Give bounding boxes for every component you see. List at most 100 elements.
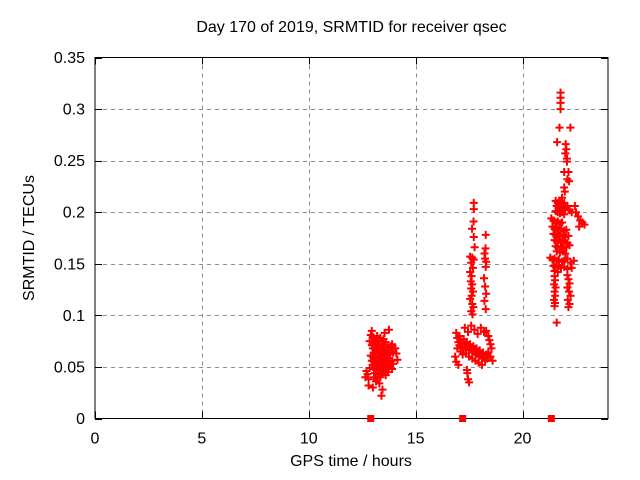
data-point-plus — [481, 305, 490, 314]
data-point-plus — [367, 326, 376, 335]
data-point-plus — [385, 350, 394, 359]
data-point-plus — [377, 369, 386, 378]
data-point-plus — [466, 294, 475, 303]
data-point-plus — [381, 371, 390, 380]
data-point-plus — [556, 105, 565, 114]
data-point-plus — [384, 346, 393, 355]
data-point-plus — [551, 291, 560, 300]
data-point-plus — [565, 279, 574, 288]
y-tick-label: 0.1 — [63, 308, 85, 325]
data-point-plus — [564, 303, 573, 312]
data-point-plus — [481, 262, 490, 271]
data-point-plus — [562, 225, 571, 234]
data-point-plus — [564, 167, 573, 176]
data-point-plus — [553, 268, 562, 277]
data-point-plus — [564, 275, 573, 284]
data-point-plus — [451, 352, 460, 361]
data-point-plus — [486, 352, 495, 361]
data-point-plus — [550, 302, 559, 311]
data-point-plus — [487, 344, 496, 353]
x-tick-label: 20 — [514, 431, 532, 448]
y-tick-label: 0.05 — [54, 359, 85, 376]
data-point-plus — [393, 355, 402, 364]
data-point-plus — [485, 336, 494, 345]
data-point-plus — [481, 244, 490, 253]
data-point-plus — [454, 360, 463, 369]
data-point-plus — [562, 145, 571, 154]
data-point-plus — [468, 263, 477, 272]
data-point-plus — [468, 287, 477, 296]
data-point-plus — [476, 323, 485, 332]
data-point-plus — [481, 230, 490, 239]
y-tick-label: 0.15 — [54, 256, 85, 273]
plot-border — [94, 57, 609, 419]
data-point-plus — [571, 208, 580, 217]
data-point-plus — [391, 344, 400, 353]
data-point-plus — [378, 385, 387, 394]
data-point-plus — [565, 287, 574, 296]
x-tick-label: 0 — [91, 431, 100, 448]
data-point-plus — [486, 340, 495, 349]
data-point-plus — [379, 341, 388, 350]
data-point-plus — [560, 187, 569, 196]
data-point-plus — [488, 356, 497, 365]
data-point-plus — [564, 231, 573, 240]
data-point-plus — [563, 283, 572, 292]
data-point-plus — [558, 218, 567, 227]
event-marker-square — [547, 415, 555, 422]
event-marker-square — [367, 415, 375, 422]
data-point-plus — [388, 364, 397, 373]
data-point-plus — [561, 249, 570, 258]
data-point-plus — [566, 123, 575, 132]
y-tick-label: 0.3 — [63, 102, 85, 119]
y-tick-label: 0.25 — [54, 153, 85, 170]
chart-title: Day 170 of 2019, SRMTID for receiver qse… — [196, 19, 507, 36]
data-point-plus — [465, 378, 474, 387]
data-point-plus — [467, 321, 476, 330]
x-tick-label: 10 — [300, 431, 318, 448]
data-point-plus — [470, 325, 479, 334]
data-point-plus — [468, 310, 477, 319]
data-point-plus — [570, 202, 579, 211]
data-point-plus — [563, 295, 572, 304]
data-point-plus — [575, 222, 584, 231]
data-point-plus — [565, 177, 574, 186]
event-marker-square — [459, 415, 467, 422]
data-point-plus — [566, 291, 575, 300]
data-point-plus — [484, 348, 493, 357]
y-tick-label: 0.35 — [54, 50, 85, 67]
data-point-plus — [560, 210, 569, 219]
x-tick-label: 5 — [197, 431, 206, 448]
data-point-plus — [368, 383, 377, 392]
data-point-plus — [384, 325, 393, 334]
data-point-plus — [469, 205, 478, 214]
data-point-plus — [563, 254, 572, 263]
data-point-plus — [551, 283, 560, 292]
data-point-plus — [469, 232, 478, 241]
data-point-plus — [387, 342, 396, 351]
data-point-plus — [480, 274, 489, 283]
data-point-plus — [484, 331, 493, 340]
data-point-plus — [376, 373, 385, 382]
data-point-plus — [563, 271, 572, 280]
data-point-plus — [480, 327, 489, 336]
data-point-plus — [580, 220, 589, 229]
data-point-plus — [552, 318, 561, 327]
y-tick-label: 0 — [76, 411, 85, 428]
data-point-plus — [555, 123, 564, 132]
data-point-plus — [455, 331, 464, 340]
data-point-plus — [365, 337, 374, 346]
data-point-plus — [468, 280, 477, 289]
data-point-plus — [389, 359, 398, 368]
data-point-plus — [567, 263, 576, 272]
data-point-plus — [480, 296, 489, 305]
data-point-plus — [460, 323, 469, 332]
data-point-plus — [470, 243, 479, 252]
x-tick-label: 15 — [407, 431, 425, 448]
data-point-plus — [463, 327, 472, 336]
y-axis-label: SRMTID / TECUs — [21, 175, 38, 301]
data-point-plus — [473, 329, 482, 338]
data-point-plus — [561, 149, 570, 158]
